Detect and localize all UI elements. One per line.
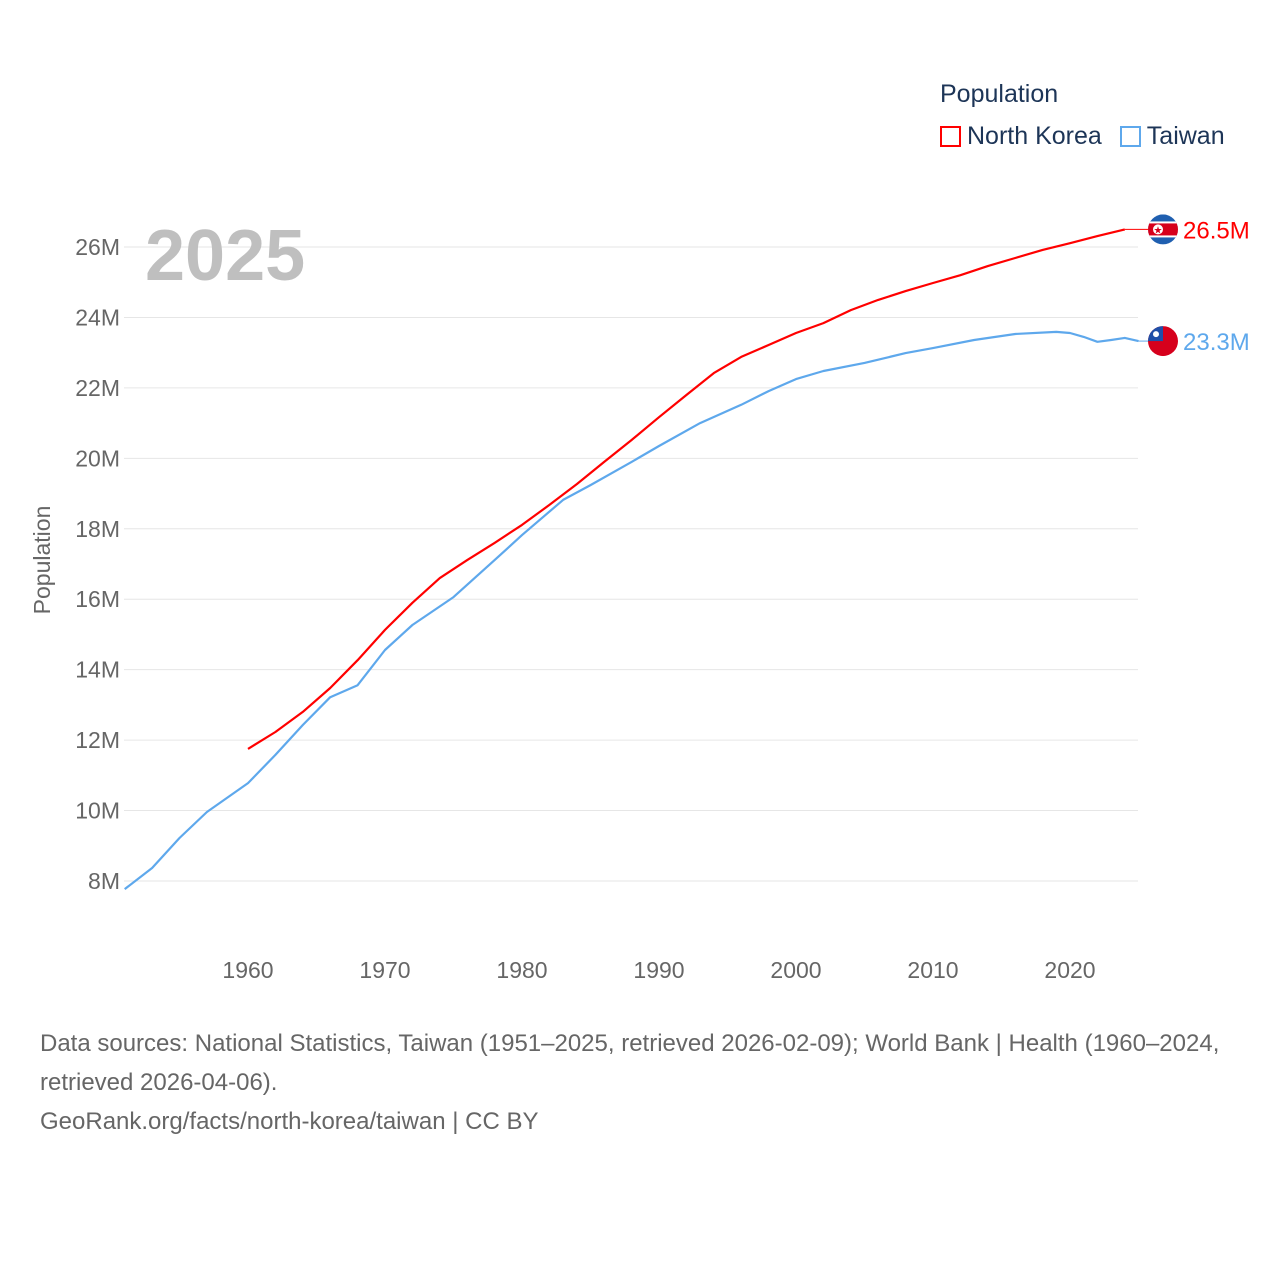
end-value-label: 23.3M (1183, 329, 1250, 356)
x-tick-label: 1990 (633, 957, 684, 983)
y-tick-label: 10M (75, 798, 120, 824)
y-tick-label: 8M (88, 868, 120, 894)
legend-label: North Korea (967, 122, 1102, 150)
footer: Data sources: National Statistics, Taiwa… (40, 1024, 1250, 1141)
legend-item-taiwan[interactable]: Taiwan (1119, 122, 1225, 151)
legend-item-north-korea[interactable]: North Korea (940, 122, 1102, 151)
data-sources: Data sources: National Statistics, Taiwa… (40, 1030, 1220, 1096)
taiwan-flag (1148, 326, 1178, 357)
legend-title: Population (940, 80, 1059, 108)
north-korea-flag: ★ (1148, 214, 1178, 245)
x-tick-label: 1970 (359, 957, 410, 983)
y-tick-label: 12M (75, 727, 120, 753)
y-tick-label: 16M (75, 586, 120, 612)
legend-label: Taiwan (1146, 122, 1225, 150)
y-tick-label: 24M (75, 304, 120, 330)
end-value-label: 26.5M (1183, 217, 1250, 244)
legend-swatch-north-korea (940, 126, 961, 147)
series-line-taiwan (124, 330, 1139, 890)
y-tick-label: 26M (75, 234, 120, 260)
legend-swatch-taiwan (1119, 126, 1141, 147)
svg-text:★: ★ (1154, 225, 1163, 236)
x-tick-label: 1980 (496, 957, 547, 983)
x-tick-label: 2010 (907, 957, 958, 983)
y-tick-label: 14M (75, 657, 120, 683)
y-axis-label: Population (29, 506, 55, 615)
x-tick-label: 2020 (1044, 957, 1095, 983)
y-tick-label: 22M (75, 375, 120, 401)
y-tick-label: 18M (75, 516, 120, 542)
x-tick-label: 1960 (222, 957, 273, 983)
year-label: 2025 (145, 216, 305, 296)
x-tick-label: 2000 (770, 957, 821, 983)
legend: North Korea Taiwan (940, 122, 1225, 151)
y-tick-label: 20M (75, 445, 120, 471)
series-line-north-korea (247, 228, 1126, 750)
credit-link[interactable]: GeoRank.org/facts/north-korea/taiwan | C… (40, 1108, 539, 1135)
